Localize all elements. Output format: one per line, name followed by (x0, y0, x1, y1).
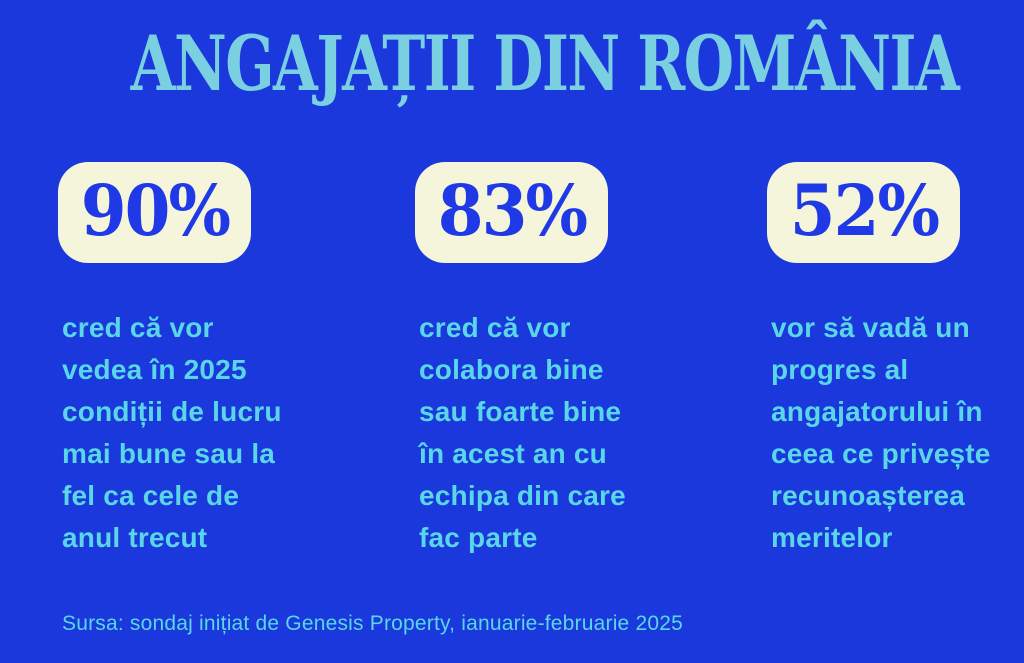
stat-description-1: cred că vor vedea în 2025 condiții de lu… (62, 312, 282, 553)
page-title-text: ANGAJAȚII DIN ROMÂNIA (130, 19, 960, 108)
stat-description-2: cred că vor colabora bine sau foarte bin… (419, 312, 626, 553)
source-note: Sursa: sondaj inițiat de Genesis Propert… (62, 612, 683, 635)
stat-value-90: 90% (80, 168, 230, 252)
stat-card-90: 90% (58, 162, 251, 263)
stat-value-52: 52% (789, 168, 939, 252)
stat-column-2: 83% cred că vor colabora bine sau foarte… (415, 162, 745, 559)
stat-column-1: 90% cred că vor vedea în 2025 condiții d… (58, 162, 388, 559)
page-title: ANGAJAȚII DIN ROMÂNIA (0, 22, 1024, 106)
stat-column-3: 52% vor să vadă un progres al angajatoru… (767, 162, 1024, 559)
stat-description-3: vor să vadă un progres al angajatorului … (771, 312, 991, 553)
stat-value-83: 83% (437, 168, 587, 252)
stat-card-83: 83% (415, 162, 608, 263)
stat-card-52: 52% (767, 162, 960, 263)
